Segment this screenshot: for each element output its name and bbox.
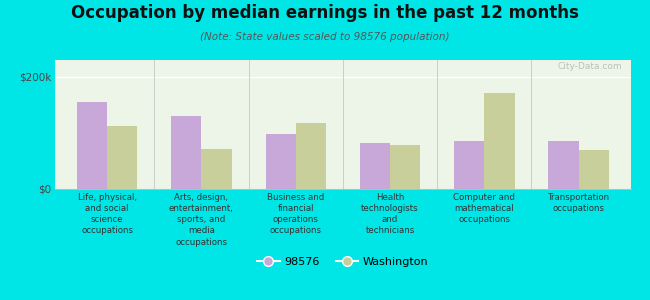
Text: Occupation by median earnings in the past 12 months: Occupation by median earnings in the pas… [71, 4, 579, 22]
Bar [390, 145, 420, 189]
Bar [360, 143, 390, 189]
Bar [202, 148, 231, 189]
Bar [107, 126, 137, 189]
Bar [266, 134, 296, 189]
Bar [171, 116, 202, 189]
Bar [77, 102, 107, 189]
Bar [578, 150, 609, 189]
Legend: 98576, Washington: 98576, Washington [253, 252, 433, 271]
Bar [549, 141, 578, 189]
Bar [484, 92, 515, 189]
Text: City-Data.com: City-Data.com [557, 62, 622, 71]
Bar [454, 141, 484, 189]
Text: (Note: State values scaled to 98576 population): (Note: State values scaled to 98576 popu… [200, 32, 450, 41]
Bar [296, 123, 326, 189]
